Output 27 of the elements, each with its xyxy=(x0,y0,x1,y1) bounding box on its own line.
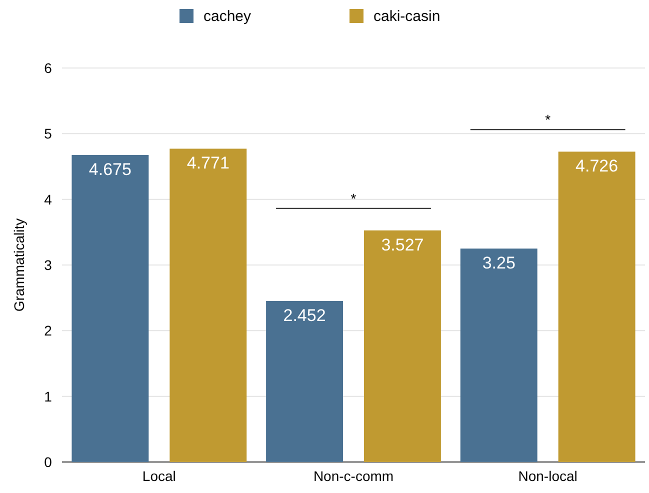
bar xyxy=(72,155,149,462)
bar xyxy=(266,300,344,462)
x-tick-label: Non-c-comm xyxy=(313,468,394,484)
y-tick-label: 2 xyxy=(44,322,52,339)
y-tick-label: 1 xyxy=(44,388,52,404)
y-tick-label: 4 xyxy=(44,191,52,208)
bar xyxy=(558,152,636,462)
data-label: 2.452 xyxy=(283,306,326,325)
data-label: 4.726 xyxy=(576,156,618,176)
bar xyxy=(364,230,441,462)
data-label: 3.527 xyxy=(381,235,424,254)
y-axis-title: Grammaticality xyxy=(11,218,27,312)
y-tick-label: 3 xyxy=(44,257,52,273)
y-tick-label: 0 xyxy=(44,454,52,470)
data-label: 4.771 xyxy=(186,154,230,173)
legend-label: caki-casin xyxy=(374,8,440,25)
y-tick-label: 6 xyxy=(44,60,52,76)
bar xyxy=(460,248,538,462)
y-tick-label: 5 xyxy=(44,126,52,142)
data-label: 4.675 xyxy=(88,160,132,180)
annotation: * xyxy=(350,190,357,206)
x-tick-label: Local xyxy=(142,468,176,484)
annotation: * xyxy=(545,112,552,128)
bar xyxy=(170,148,247,462)
data-label: 3.25 xyxy=(482,254,516,273)
legend-label: cachey xyxy=(204,8,252,25)
x-tick-label: Non-local xyxy=(518,468,578,484)
